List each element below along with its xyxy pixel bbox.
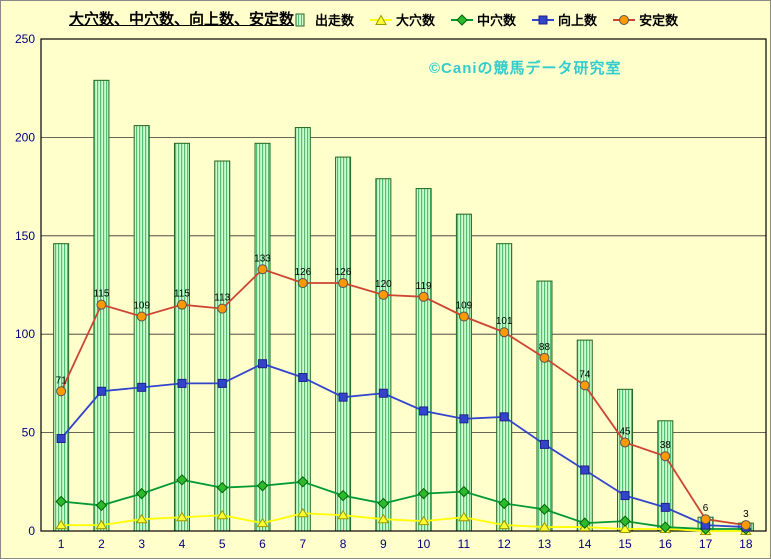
svg-text:45: 45 bbox=[619, 426, 631, 437]
svg-text:150: 150 bbox=[15, 229, 35, 243]
series-line-3 bbox=[56, 359, 751, 532]
chart-legend: 出走数 大穴数 中穴数 向上数 bbox=[289, 10, 678, 29]
svg-text:6: 6 bbox=[259, 537, 266, 551]
series-line-1 bbox=[55, 507, 752, 535]
legend-label-bars: 出走数 bbox=[315, 13, 355, 28]
svg-text:115: 115 bbox=[93, 289, 109, 300]
svg-text:126: 126 bbox=[294, 267, 311, 278]
svg-text:120: 120 bbox=[375, 279, 392, 290]
triangle-marker-icon bbox=[370, 13, 393, 25]
svg-text:3: 3 bbox=[138, 537, 145, 551]
circle-marker-icon bbox=[613, 14, 636, 25]
chart-title: 大穴数、中穴数、向上数、安定数 bbox=[69, 11, 295, 28]
svg-text:14: 14 bbox=[578, 537, 592, 551]
legend-item-ooana: 大穴数 bbox=[370, 10, 435, 29]
svg-text:13: 13 bbox=[538, 537, 552, 551]
legend-label-koujou: 向上数 bbox=[558, 13, 598, 28]
svg-text:71: 71 bbox=[56, 375, 68, 386]
svg-text:88: 88 bbox=[539, 342, 551, 353]
svg-text:8: 8 bbox=[340, 537, 347, 551]
svg-text:3: 3 bbox=[743, 509, 749, 520]
svg-text:74: 74 bbox=[579, 369, 591, 380]
svg-text:1: 1 bbox=[58, 537, 65, 551]
svg-text:15: 15 bbox=[618, 537, 632, 551]
svg-text:119: 119 bbox=[416, 281, 432, 292]
svg-text:10: 10 bbox=[417, 537, 431, 551]
bar-series-icon bbox=[295, 13, 305, 26]
svg-text:4: 4 bbox=[179, 537, 186, 551]
legend-item-chuuana: 中穴数 bbox=[451, 10, 516, 29]
svg-text:17: 17 bbox=[699, 537, 713, 551]
svg-text:2: 2 bbox=[98, 537, 105, 551]
svg-text:100: 100 bbox=[15, 327, 35, 341]
svg-text:109: 109 bbox=[456, 300, 473, 311]
legend-item-koujou: 向上数 bbox=[532, 10, 597, 29]
square-marker-icon bbox=[532, 15, 555, 24]
gridlines bbox=[41, 38, 766, 434]
svg-text:113: 113 bbox=[214, 293, 230, 304]
svg-text:126: 126 bbox=[335, 267, 352, 278]
diamond-marker-icon bbox=[451, 13, 474, 26]
svg-text:109: 109 bbox=[133, 300, 150, 311]
legend-label-ooana: 大穴数 bbox=[396, 13, 436, 28]
svg-text:9: 9 bbox=[380, 537, 387, 551]
svg-text:133: 133 bbox=[254, 253, 271, 264]
watermark-text: ©Caniの競馬データ研究室 bbox=[429, 60, 622, 77]
legend-item-bars: 出走数 bbox=[289, 10, 354, 29]
svg-text:38: 38 bbox=[660, 440, 672, 451]
svg-text:200: 200 bbox=[15, 130, 35, 144]
series-bars bbox=[53, 79, 754, 532]
svg-text:7: 7 bbox=[299, 537, 306, 551]
svg-text:11: 11 bbox=[458, 537, 471, 551]
svg-text:16: 16 bbox=[659, 537, 673, 551]
svg-text:101: 101 bbox=[496, 316, 513, 327]
series-line-2 bbox=[55, 474, 752, 535]
plot-border bbox=[40, 38, 767, 532]
svg-text:6: 6 bbox=[703, 503, 709, 514]
svg-text:12: 12 bbox=[498, 537, 512, 551]
legend-item-antei: 安定数 bbox=[613, 10, 678, 29]
svg-text:115: 115 bbox=[174, 289, 190, 300]
legend-label-chuuana: 中穴数 bbox=[477, 13, 517, 28]
svg-text:5: 5 bbox=[219, 537, 226, 551]
svg-text:250: 250 bbox=[15, 32, 35, 46]
svg-text:0: 0 bbox=[28, 524, 35, 538]
svg-text:50: 50 bbox=[22, 426, 36, 440]
series-line-4: 71 115 109 115 113 133 126 126 120 119 109 101 88 74 4… bbox=[56, 253, 751, 531]
svg-text:18: 18 bbox=[739, 537, 753, 551]
legend-label-antei: 安定数 bbox=[639, 13, 679, 28]
